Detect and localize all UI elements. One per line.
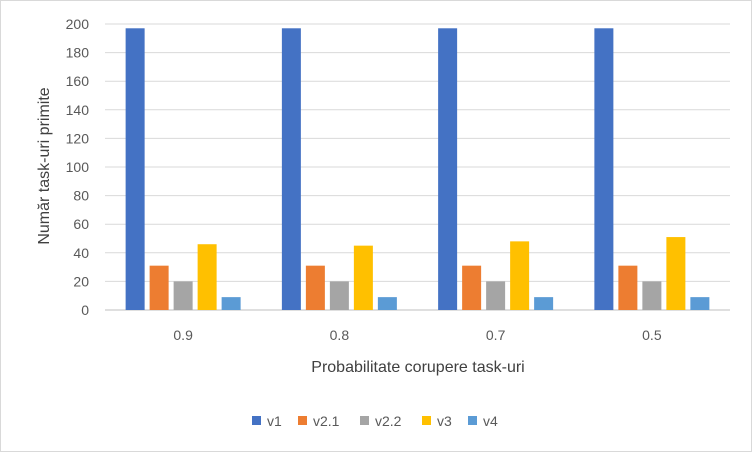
y-tick-label: 20	[73, 273, 89, 289]
y-tick-label: 80	[73, 188, 89, 204]
bar-v3-0.8	[353, 245, 373, 310]
bar-v2.1-0.5	[618, 265, 638, 310]
bar-v3-0.7	[510, 241, 530, 310]
y-axis-ticks: 0 20 40 60 80 100 120 140 160 180 200	[66, 16, 90, 318]
bar-v2.1-0.8	[305, 265, 325, 310]
x-axis-ticks: 0.9 0.8 0.7 0.5	[173, 327, 661, 343]
bar-v2.2-0.9	[173, 281, 193, 310]
x-tick-label: 0.5	[642, 327, 662, 343]
bar-v3-0.9	[197, 244, 217, 310]
x-tick-label: 0.9	[173, 327, 193, 343]
legend-swatch-v1	[252, 416, 261, 425]
legend-swatch-v4	[468, 416, 477, 425]
y-tick-label: 60	[73, 216, 89, 232]
bar-v3-0.5	[666, 237, 686, 310]
bar-v2.2-0.8	[329, 281, 349, 310]
legend-label: v2.1	[313, 413, 340, 429]
y-tick-label: 200	[66, 16, 90, 32]
bar-v1-0.9	[125, 28, 145, 310]
y-tick-label: 180	[66, 45, 90, 61]
y-tick-label: 0	[81, 302, 89, 318]
x-axis-title: Probabilitate corupere task-uri	[311, 359, 524, 376]
bar-v1-0.5	[594, 28, 614, 310]
bar-v4-0.5	[690, 297, 710, 310]
y-tick-label: 140	[66, 102, 90, 118]
bar-v2.2-0.5	[642, 281, 662, 310]
legend: v1 v2.1 v2.2 v3 v4	[252, 413, 498, 429]
legend-label: v4	[483, 413, 498, 429]
bar-v1-0.7	[438, 28, 458, 310]
bar-v2.1-0.7	[462, 265, 482, 310]
legend-swatch-v2.1	[298, 416, 307, 425]
y-tick-label: 120	[66, 130, 90, 146]
bar-v2.1-0.9	[149, 265, 169, 310]
bar-v1-0.8	[281, 28, 301, 310]
legend-label: v3	[437, 413, 452, 429]
legend-label: v1	[267, 413, 282, 429]
bar-v4-0.7	[534, 297, 554, 310]
bar-v2.2-0.7	[486, 281, 506, 310]
x-tick-label: 0.7	[486, 327, 506, 343]
legend-swatch-v3	[422, 416, 431, 425]
y-axis-title: Număr task-uri primite	[36, 87, 53, 244]
legend-swatch-v2.2	[360, 416, 369, 425]
y-tick-label: 160	[66, 73, 90, 89]
bars	[125, 28, 710, 310]
bar-v4-0.9	[221, 297, 241, 310]
legend-label: v2.2	[375, 413, 402, 429]
x-tick-label: 0.8	[330, 327, 350, 343]
y-tick-label: 100	[66, 159, 90, 175]
bar-v4-0.8	[377, 297, 397, 310]
y-tick-label: 40	[73, 245, 89, 261]
